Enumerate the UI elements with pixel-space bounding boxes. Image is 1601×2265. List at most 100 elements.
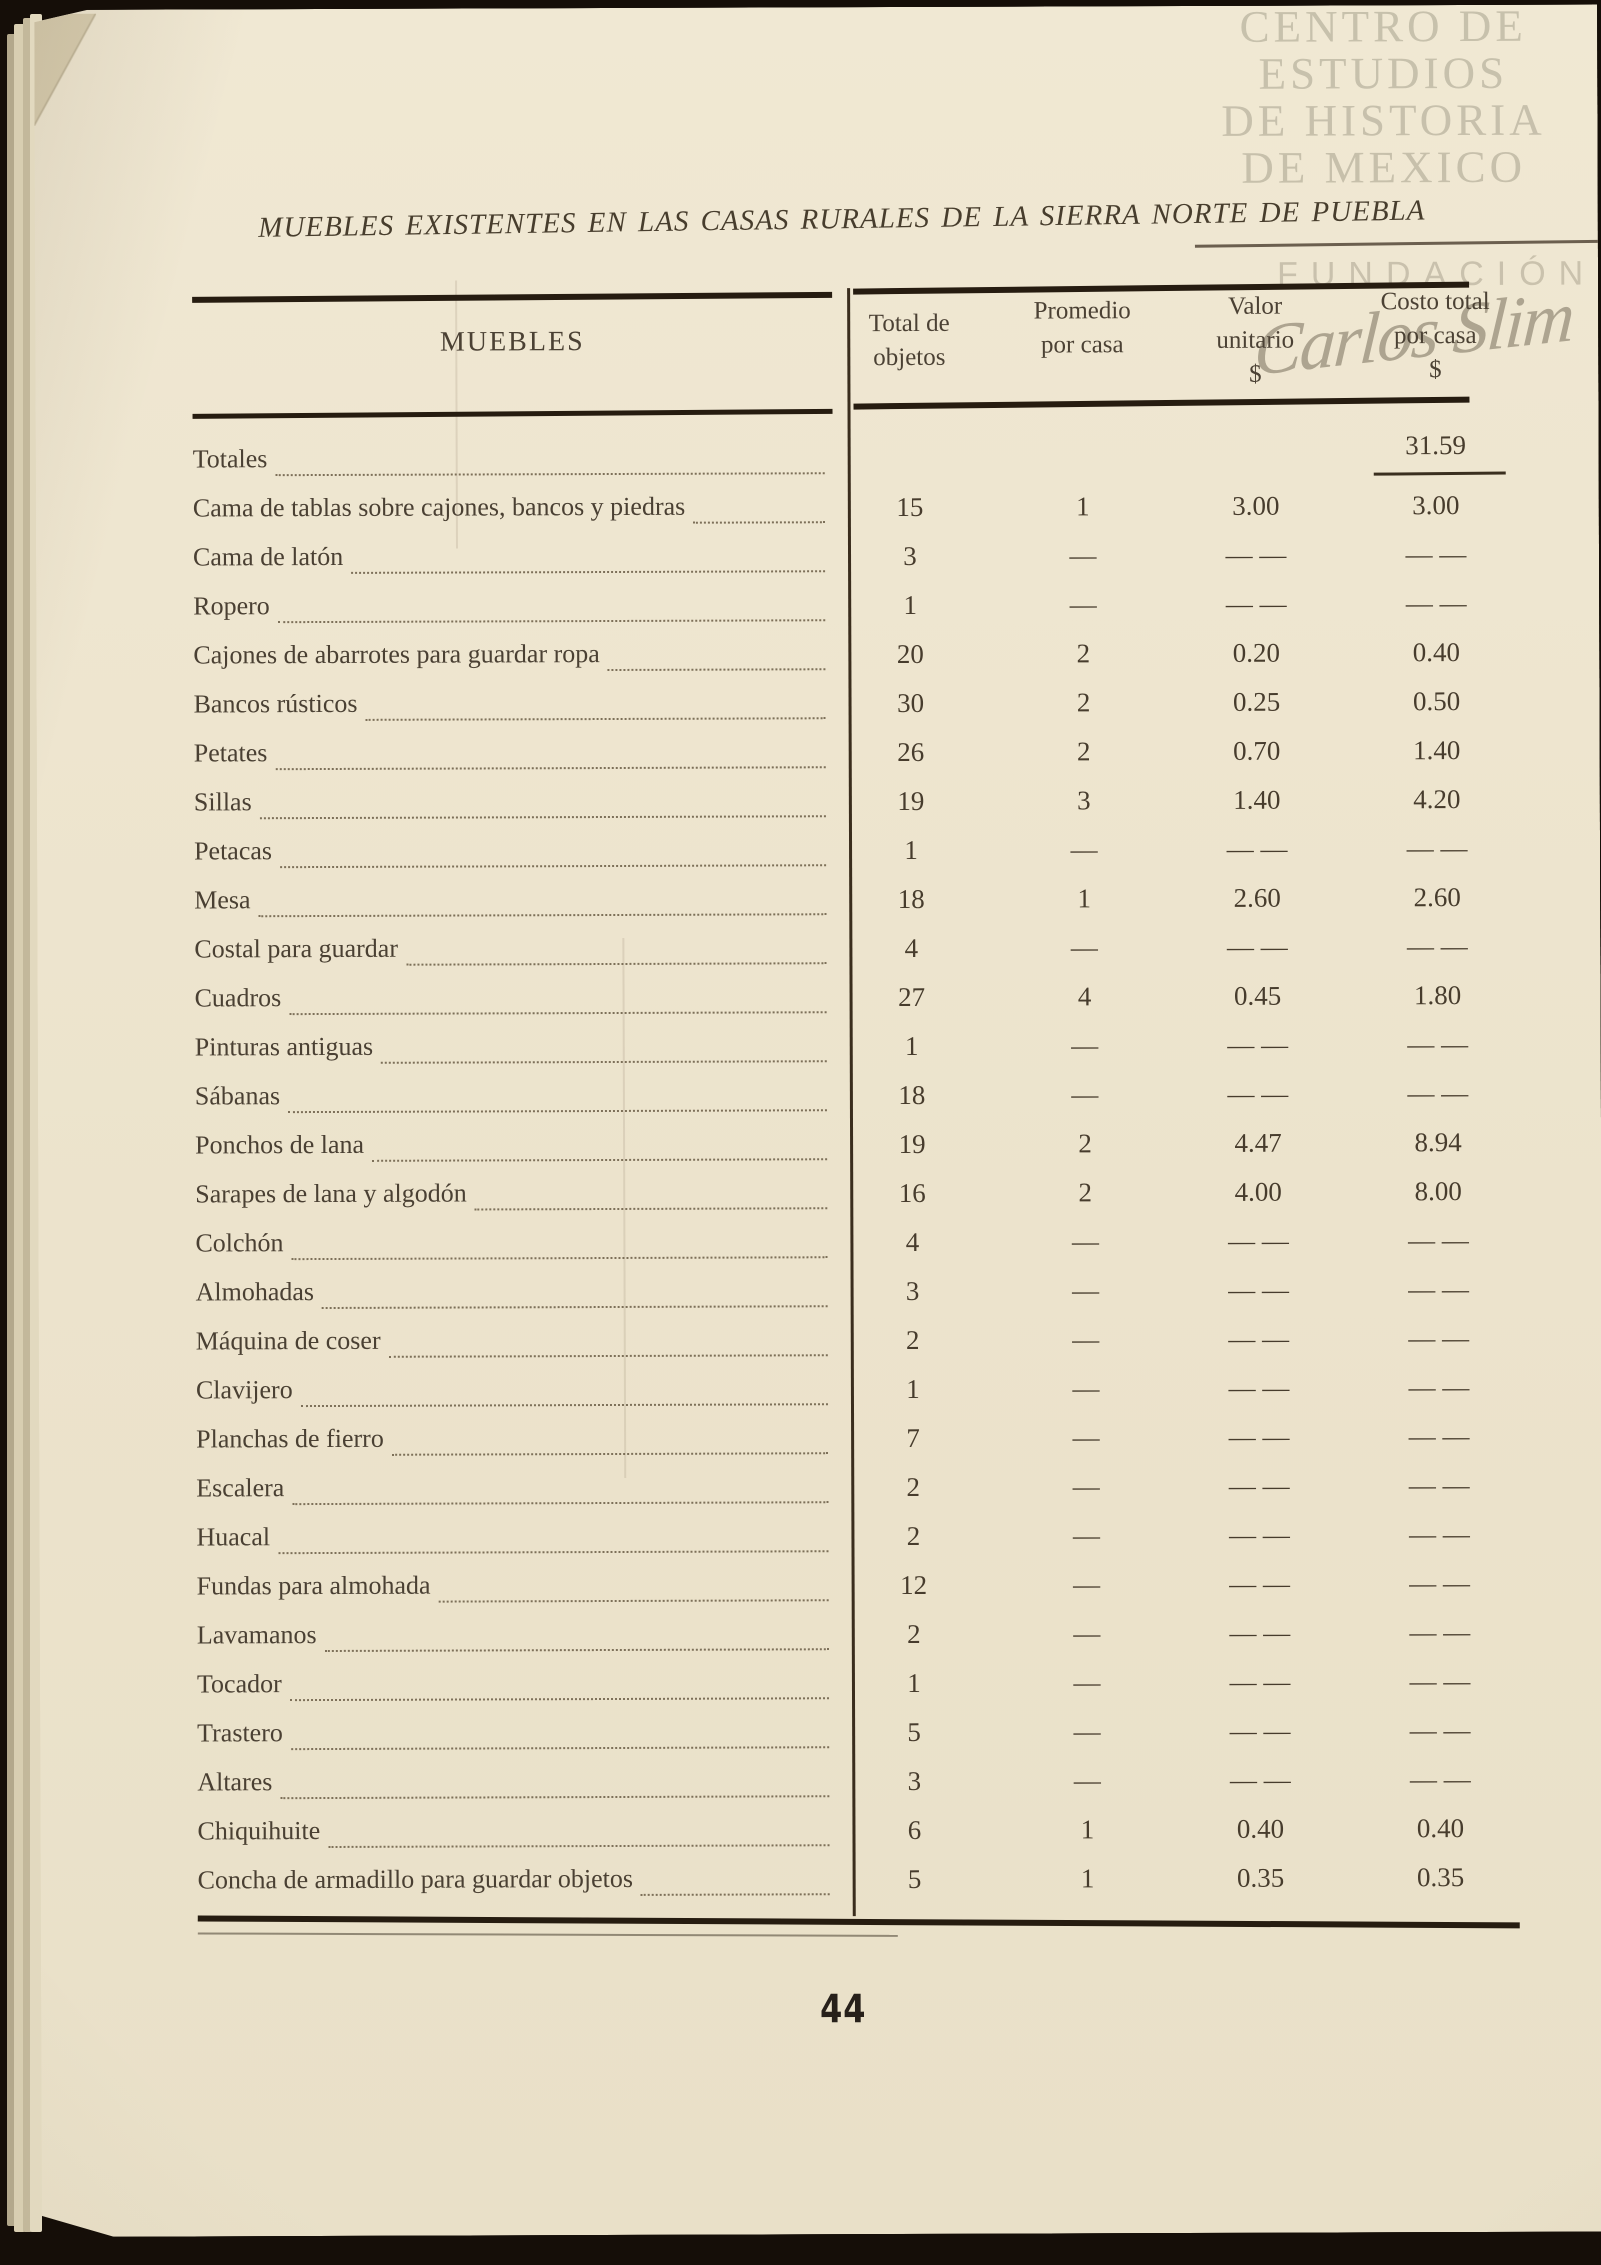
table-header-rule-left — [193, 409, 833, 419]
cell-total-objetos: 1 — [906, 1373, 920, 1404]
book-page-edge — [7, 34, 16, 2226]
column-header-total-objetos: Total de objetos — [849, 307, 969, 375]
dot-leader — [389, 1354, 828, 1358]
cell-promedio: — — [1072, 1324, 1100, 1355]
row-label: Bancos rústicos — [193, 688, 358, 719]
column-header-muebles: MUEBLES — [439, 326, 585, 358]
cell-promedio: — — [1071, 1079, 1099, 1110]
cell-valor-unitario: — — — [1227, 1225, 1289, 1256]
row-label: Chiquihuite — [197, 1816, 321, 1846]
dot-leader — [280, 864, 826, 868]
dot-leader — [301, 1403, 828, 1407]
cell-valor-unitario: 0.25 — [1232, 686, 1281, 717]
table-row: Sábanas 18 — — — — — — [195, 1074, 1518, 1128]
cell-total-objetos: 5 — [907, 1863, 922, 1894]
dot-leader — [292, 1256, 828, 1260]
watermark-line: DE HISTORIA — [1221, 94, 1546, 146]
table-row: Fundas para almohada 12 — — — — — — [197, 1564, 1520, 1618]
cell-total-objetos: 20 — [896, 638, 924, 669]
dot-leader — [278, 1550, 828, 1554]
cell-valor-unitario: — — — [1228, 1274, 1290, 1305]
row-label-line: Sillas — [194, 782, 829, 826]
totals-row: Totales 31.59 — [193, 437, 1516, 491]
cell-costo-total: — — — [1409, 1715, 1471, 1746]
row-label: Fundas para almohada — [196, 1570, 431, 1601]
cell-valor-unitario: — — — [1228, 1323, 1290, 1354]
row-label: Huacal — [196, 1522, 271, 1552]
table-row: Colchón 4 — — — — — — [195, 1221, 1518, 1275]
column-header-line: $ — [1249, 360, 1262, 388]
cell-valor-unitario: — — — [1229, 1764, 1291, 1795]
cell-promedio: — — [1070, 834, 1098, 865]
cell-total-objetos: 1 — [904, 834, 918, 865]
row-label-line: Sarapes de lana y algodón — [195, 1174, 830, 1218]
cell-promedio: 2 — [1078, 1177, 1093, 1208]
column-header-line: Valor — [1228, 292, 1283, 320]
cell-valor-unitario: — — — [1228, 1372, 1290, 1403]
table-row: Cajones de abarrotes para guardar ropa 20… — [193, 633, 1516, 687]
dot-leader — [291, 1746, 829, 1750]
table-top-rule-left — [192, 292, 832, 303]
cell-total-objetos: 4 — [905, 1226, 920, 1257]
row-label-line: Colchón — [195, 1223, 830, 1267]
table-header-rule-right — [853, 397, 1469, 409]
dot-leader — [275, 472, 824, 476]
cell-valor-unitario: 0.45 — [1233, 980, 1282, 1011]
watermark-line: CENTRO DE — [1239, 0, 1527, 52]
cell-costo-total: 0.35 — [1416, 1862, 1465, 1893]
column-header-line: Promedio — [1033, 297, 1131, 325]
cell-total-objetos: 12 — [900, 1569, 928, 1600]
column-header-line: objetos — [873, 343, 946, 372]
row-label-line: Costal para guardar — [194, 929, 829, 973]
dot-leader — [260, 815, 826, 819]
cell-total-objetos: 16 — [898, 1177, 926, 1208]
table-row: Costal para guardar 4 — — — — — — [194, 927, 1517, 981]
cell-costo-total: — — — [1408, 1421, 1470, 1452]
row-label: Altares — [197, 1767, 273, 1797]
cell-costo-total: — — — [1409, 1617, 1471, 1648]
dot-leader — [641, 1893, 830, 1896]
cell-costo-total: — — — [1407, 1078, 1469, 1109]
table-row: Altares 3 — — — — — — [197, 1760, 1520, 1814]
row-label-line: Totales — [193, 439, 828, 483]
dot-leader — [289, 1011, 826, 1015]
table-row: Petates 26 2 0.70 1.40 — [194, 731, 1517, 785]
cell-promedio: 2 — [1076, 736, 1091, 767]
row-label: Máquina de coser — [195, 1325, 381, 1356]
cell-valor-unitario: — — — [1227, 1029, 1289, 1060]
row-label: Costal para guardar — [194, 933, 399, 964]
row-label-line: Cuadros — [195, 978, 830, 1022]
cell-promedio: — — [1072, 1275, 1100, 1306]
cell-promedio: — — [1071, 1030, 1099, 1061]
page-number: 44 — [820, 1987, 867, 2033]
column-header-line: Costo total — [1380, 287, 1490, 316]
watermark-line: DE MEXICO — [1241, 141, 1527, 193]
cell-total-objetos: 30 — [896, 687, 925, 718]
row-label: Sillas — [193, 787, 252, 817]
title-underline-rule — [1195, 240, 1601, 248]
cell-valor-unitario: 3.00 — [1232, 490, 1280, 521]
cell-costo-total: — — — [1409, 1666, 1471, 1697]
dot-leader — [280, 1795, 829, 1799]
table-row: Petacas 1 — — — — — — [194, 829, 1517, 883]
cell-promedio: — — [1069, 589, 1097, 620]
table-rows: Cama de tablas sobre cajones, bancos y p… — [193, 486, 1521, 1912]
cell-total-objetos: 19 — [897, 785, 925, 816]
cell-promedio: — — [1072, 1422, 1100, 1453]
cell-valor-unitario: — — — [1228, 1421, 1290, 1452]
row-label: Ponchos de lana — [195, 1129, 365, 1160]
cell-costo-total: — — — [1408, 1372, 1470, 1403]
page-title: MUEBLES EXISTENTES EN LAS CASAS RURALES … — [258, 194, 1426, 244]
cell-valor-unitario: 4.00 — [1234, 1176, 1282, 1207]
cell-promedio: 3 — [1077, 785, 1091, 816]
cell-costo-total: — — — [1407, 1225, 1469, 1256]
row-label-line: Bancos rústicos — [193, 684, 828, 728]
table-row: Cuadros 27 4 0.45 1.80 — [195, 976, 1518, 1030]
cell-total-objetos: 18 — [898, 1079, 926, 1110]
totals-value: 31.59 — [1405, 430, 1467, 461]
cell-promedio: 2 — [1076, 638, 1091, 669]
row-label: Escalera — [196, 1473, 285, 1503]
cell-total-objetos: 3 — [903, 540, 917, 571]
cell-valor-unitario: 1.40 — [1233, 784, 1281, 815]
table-row: Cama de latón 3 — — — — — — [193, 535, 1516, 589]
